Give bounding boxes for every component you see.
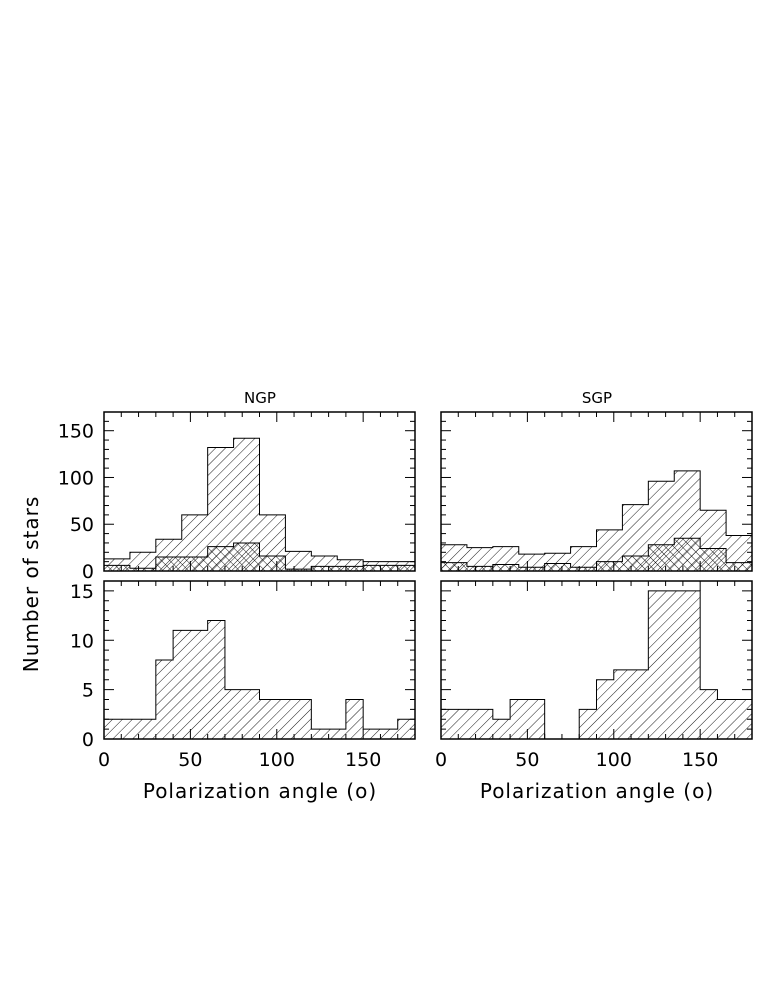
hist-bar: [665, 590, 683, 739]
hist-bar: [207, 620, 225, 739]
y-tick-label: 0: [82, 561, 94, 583]
x-tick-label: 50: [515, 749, 539, 771]
hist-bar: [527, 699, 545, 739]
hist-bar: [466, 547, 493, 571]
hist-bar: [475, 709, 493, 739]
hist-bar: [285, 551, 312, 571]
hist-bar: [345, 699, 364, 739]
y-tick-label: 50: [70, 514, 94, 536]
y-tick-label: 10: [70, 630, 94, 652]
hist-bar: [233, 542, 260, 571]
x-tick-label: 50: [178, 749, 202, 771]
hist-outline: [440, 590, 753, 740]
hist-bar: [579, 709, 597, 739]
hist-bar: [458, 709, 476, 739]
x-axis-title-right: Polarization angle (o): [480, 779, 714, 803]
hist-bar: [648, 590, 666, 739]
hist-bar: [276, 699, 295, 739]
hist-bar: [510, 699, 528, 739]
hist-bar: [129, 568, 156, 571]
hist-bar: [190, 630, 208, 739]
hist-bar: [242, 689, 260, 739]
hist-bar: [717, 699, 735, 739]
x-tick-label: 150: [682, 749, 718, 771]
x-tick-label: 100: [259, 749, 295, 771]
hist-bar: [155, 660, 174, 739]
hist-bar: [155, 556, 182, 571]
hist-bar: [259, 556, 286, 571]
hist-bar: [596, 561, 623, 571]
hist-bar: [441, 709, 459, 739]
hist-bar: [492, 564, 519, 571]
hist-bar: [173, 630, 191, 739]
hist-bar: [311, 729, 329, 739]
hist-bar: [622, 556, 649, 571]
hist-bar: [518, 567, 545, 571]
hist-bar: [311, 566, 338, 571]
hist-bar: [596, 679, 614, 739]
hist-bar: [726, 562, 752, 571]
hist-bar: [181, 556, 208, 571]
panel-sgp-top: [440, 411, 753, 572]
hist-outline: [440, 470, 753, 571]
hist-bar: [441, 562, 467, 571]
y-tick-label: 150: [58, 421, 94, 443]
hist-bar: [389, 565, 415, 571]
panel-title-ngp: NGP: [244, 389, 276, 407]
hist-bar: [104, 719, 122, 739]
y-tick-label: 100: [58, 467, 94, 489]
hist-bar: [104, 565, 130, 571]
hist-bar: [380, 729, 398, 739]
hist-bar: [328, 729, 346, 739]
y-tick-label: 15: [70, 581, 94, 603]
hist-bar: [363, 729, 381, 739]
hist-bar: [570, 567, 597, 571]
hist-bar: [259, 699, 277, 739]
panel-sgp-bottom: 0 50 100 150: [435, 580, 753, 771]
x-tick-label: 0: [435, 749, 447, 771]
hist-bar: [121, 719, 139, 739]
hist-bar: [337, 559, 364, 571]
panel-title-sgp: SGP: [582, 389, 612, 407]
panel-ngp-top: 0 50 100 150: [58, 411, 416, 583]
hist-bar: [613, 669, 632, 739]
hist-bar: [648, 544, 675, 571]
hist-bar: [207, 546, 234, 571]
x-tick-label: 150: [345, 749, 381, 771]
hist-bar: [337, 566, 364, 571]
hist-bar: [466, 566, 493, 571]
hist-outline: [103, 620, 416, 739]
hist-bar: [129, 552, 156, 571]
x-tick-label: 0: [98, 749, 110, 771]
hist-bar: [631, 669, 649, 739]
y-axis-title: Number of stars: [19, 496, 43, 673]
hist-bar: [682, 590, 701, 739]
hist-bar: [294, 699, 312, 739]
x-tick-label: 100: [596, 749, 632, 771]
hist-bar: [285, 569, 312, 571]
hist-bar: [700, 689, 718, 739]
hist-bar: [674, 538, 701, 571]
hist-outline: [103, 437, 416, 571]
x-axis-title-left: Polarization angle (o): [143, 779, 377, 803]
hist-bar: [363, 565, 390, 571]
hist-bar: [138, 719, 156, 739]
hist-bar: [492, 719, 511, 739]
hist-bar: [544, 563, 571, 571]
y-tick-label: 0: [82, 729, 94, 751]
y-tick-label: 5: [82, 680, 94, 702]
hist-bar: [700, 548, 727, 571]
hist-bar: [397, 719, 415, 739]
hist-bar: [224, 689, 243, 739]
